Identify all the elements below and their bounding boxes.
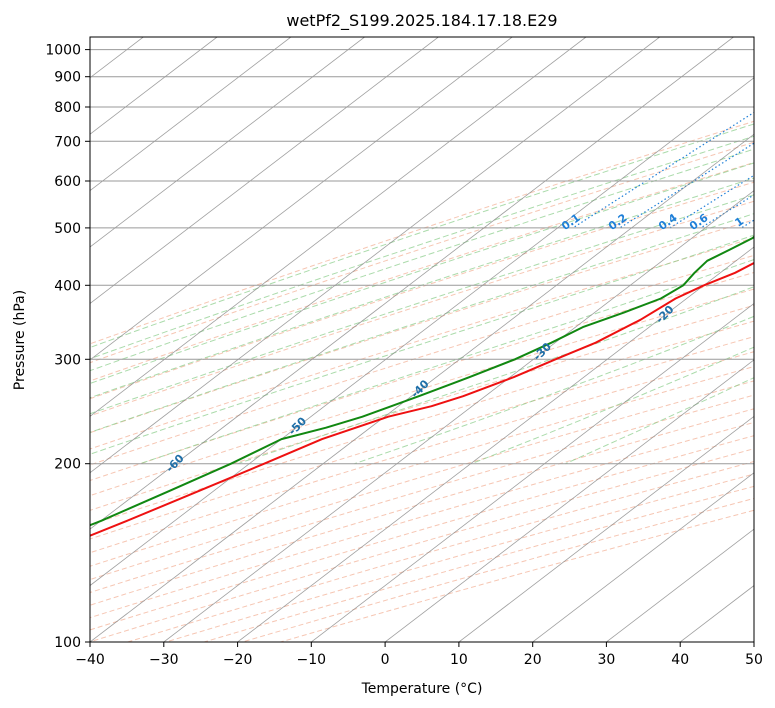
x-tick-label: 0 [381,652,390,668]
mixing-ratio-label: 1.5 [761,211,775,233]
isotherm-line [90,37,513,361]
dry-adiabat-line [90,254,754,466]
x-tick-label: −30 [149,652,179,668]
isotherm-line [90,37,734,530]
y-tick-label: 600 [54,174,81,190]
plot-frame [89,36,755,643]
x-tick-label: −10 [297,652,327,668]
moist-adiabats [90,123,754,465]
dry-adiabat-line [90,219,754,434]
profile-lines [90,235,754,537]
y-tick-label: 500 [54,221,81,237]
y-axis-label: Pressure (hPa) [12,290,28,390]
y-tick-label: 300 [54,352,81,368]
isotherm-label: -50 [286,414,309,437]
plot-area: 0.10.20.40.611.52346810131620253036-100-… [41,37,775,642]
isotherm-line [90,37,587,417]
moist-adiabat-line [90,123,754,349]
dry-adiabats [90,120,754,642]
isotherm-line [237,246,754,642]
dry-adiabat-line [90,320,754,526]
x-tick-label: 10 [450,652,468,668]
dry-adiabat-line [90,271,754,482]
isotherm-label: -40 [408,377,431,400]
x-axis-label: Temperature (°C) [361,681,483,697]
moist-adiabat-line [90,213,754,433]
mixing-ratio-label: 0.1 [559,211,582,233]
dry-adiabat-line [90,120,754,345]
isotherm-line [163,190,754,642]
isotherm-line [90,37,292,192]
x-axis-ticks: −40 −30 −20 −10 0 10 20 30 40 50 [75,642,763,668]
isotherm-line [90,37,439,304]
pressure-gridlines [90,49,754,642]
dry-adiabat-line [90,304,754,511]
moist-adiabat-line [90,162,754,385]
dry-adiabat-line [242,497,754,642]
moist-adiabat-line [237,286,754,465]
dry-adiabat-line [90,161,754,382]
mixing-ratio-line [741,219,754,229]
dry-adiabat-line [90,181,754,400]
isotherms [90,37,754,642]
mixing-ratio-line [700,194,754,229]
y-tick-label: 400 [54,278,81,294]
isotherm-line [90,37,218,135]
isotherm-line [90,133,754,642]
y-tick-label: 200 [54,457,81,473]
isotherm-line [311,302,754,642]
moist-adiabat-line [139,258,754,465]
y-tick-label: 900 [54,70,81,86]
mixing-ratio-line [619,142,754,229]
mixing-ratio-label: 0.2 [606,211,629,233]
dry-adiabat-line [90,288,754,497]
dry-adiabat-line [165,473,754,642]
isotherm-line [532,472,754,642]
isotherm-line [90,37,660,474]
isotherm-line [384,359,754,642]
y-tick-label: 700 [54,134,81,150]
isotherm-label: -70 [41,489,64,512]
isotherm-line [458,415,754,642]
moist-adiabat-line [90,135,754,360]
chart-title: wetPf2_S199.2025.184.17.18.E29 [286,11,557,31]
x-tick-label: −20 [223,652,253,668]
x-tick-label: 20 [524,652,542,668]
isotherm-line [90,77,754,587]
x-tick-label: 40 [671,652,689,668]
temperature-profile-line [90,261,754,537]
isotherm-line [753,641,754,642]
moist-adiabat-line [565,377,754,465]
dry-adiabat-line [90,448,754,642]
dry-adiabat-line [90,336,754,540]
dry-adiabat-line [280,509,754,642]
dry-adiabat-line [90,435,754,631]
moist-adiabat-line [90,234,754,455]
dry-adiabat-line [90,237,754,450]
dry-adiabat-line [127,460,754,642]
dry-adiabat-line [90,351,754,554]
y-tick-label: 800 [54,100,81,116]
dewpoint-profile-line [90,235,754,527]
isotherm-line [90,37,365,248]
mixing-ratio-lines [572,111,754,229]
moist-adiabat-line [90,177,754,399]
y-axis-ticks: 100 200 300 400 500 600 700 800 900 1000 [45,43,90,651]
mixing-ratio-line [669,174,754,229]
moist-adiabat-line [90,148,754,372]
dry-adiabat-line [90,200,754,417]
x-tick-label: 30 [597,652,615,668]
moist-adiabat-line [90,194,754,415]
x-tick-label: −40 [75,652,105,668]
isotherm-line [606,528,754,642]
x-tick-label: 50 [745,652,763,668]
y-tick-label: 1000 [45,43,81,59]
y-tick-label: 100 [54,635,81,651]
mixing-ratio-line [572,111,754,229]
